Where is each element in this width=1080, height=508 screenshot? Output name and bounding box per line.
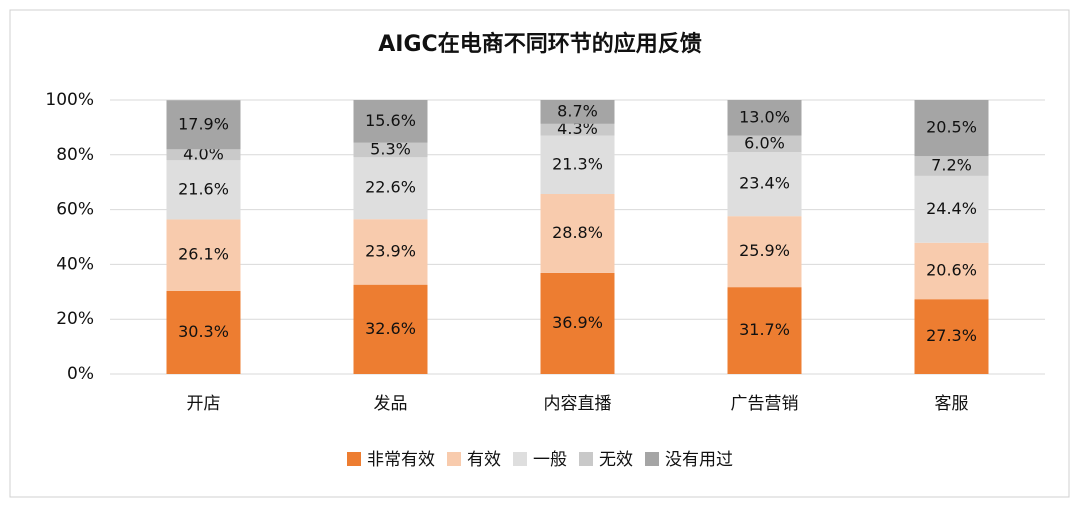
legend-swatch [579, 452, 593, 466]
data-label: 23.9% [365, 241, 416, 260]
bar-segment [353, 100, 428, 143]
bar-segment [727, 152, 802, 217]
data-label: 4.3% [557, 119, 598, 138]
data-label: 28.8% [552, 223, 603, 242]
data-label: 8.7% [557, 101, 598, 120]
x-tick-label: 客服 [935, 394, 969, 414]
data-label: 30.3% [178, 322, 229, 341]
y-tick-label: 100% [45, 90, 94, 110]
data-label: 23.4% [739, 174, 790, 193]
y-tick-label: 0% [67, 364, 94, 384]
legend-label: 没有用过 [665, 450, 733, 470]
bar-segment [727, 216, 802, 288]
y-tick-label: 60% [56, 200, 94, 220]
data-label: 31.7% [739, 320, 790, 339]
data-label: 7.2% [931, 156, 972, 175]
data-label: 20.6% [926, 260, 977, 279]
bar-segment [353, 157, 428, 220]
bar-segment [727, 135, 802, 153]
data-label: 13.0% [739, 107, 790, 126]
data-label: 25.9% [739, 241, 790, 260]
bar-segment [353, 219, 428, 285]
legend-swatch [645, 452, 659, 466]
bar-segment [540, 100, 615, 124]
data-label: 24.4% [926, 199, 977, 218]
y-tick-label: 40% [56, 254, 94, 274]
bar-segment [166, 219, 241, 291]
data-label: 21.6% [178, 179, 229, 198]
legend-swatch [347, 452, 361, 466]
bar-segment [166, 160, 241, 220]
bar-segment [166, 149, 241, 161]
bar-segment [727, 100, 802, 136]
bar-segment [353, 284, 428, 374]
bar-segment [914, 156, 989, 176]
legend-label: 有效 [467, 450, 501, 470]
legend-swatch [447, 452, 461, 466]
legend-label: 非常有效 [367, 450, 435, 470]
data-label: 6.0% [744, 133, 785, 152]
data-label: 26.1% [178, 245, 229, 264]
data-label: 32.6% [365, 319, 416, 338]
data-label: 20.5% [926, 118, 977, 137]
bar-segment [540, 123, 615, 136]
bar-segment [727, 287, 802, 374]
x-tick-label: 开店 [187, 394, 221, 414]
y-tick-label: 80% [56, 145, 94, 165]
legend-label: 无效 [599, 450, 633, 470]
legend-label: 一般 [533, 450, 567, 470]
bar-segment [914, 100, 989, 157]
bar-segment [914, 242, 989, 300]
bar-segment [540, 193, 615, 273]
bar-segment [540, 272, 615, 374]
data-label: 21.3% [552, 154, 603, 173]
y-tick-label: 20% [56, 309, 94, 329]
bar-segment [166, 100, 241, 150]
x-tick-label: 发品 [374, 394, 408, 414]
chart-title: AIGC在电商不同环节的应用反馈 [378, 31, 701, 57]
bar-segment [353, 142, 428, 158]
data-label: 17.9% [178, 114, 229, 133]
data-label: 27.3% [926, 326, 977, 345]
data-label: 36.9% [552, 313, 603, 332]
data-label: 15.6% [365, 111, 416, 130]
data-label: 5.3% [370, 140, 411, 159]
bar-segment [540, 135, 615, 194]
bar-segment [166, 290, 241, 374]
bar-segment [914, 175, 989, 243]
data-label: 22.6% [365, 178, 416, 197]
x-tick-label: 内容直播 [544, 394, 612, 414]
legend-swatch [513, 452, 527, 466]
x-tick-label: 广告营销 [731, 394, 799, 414]
bar-segment [914, 299, 989, 374]
